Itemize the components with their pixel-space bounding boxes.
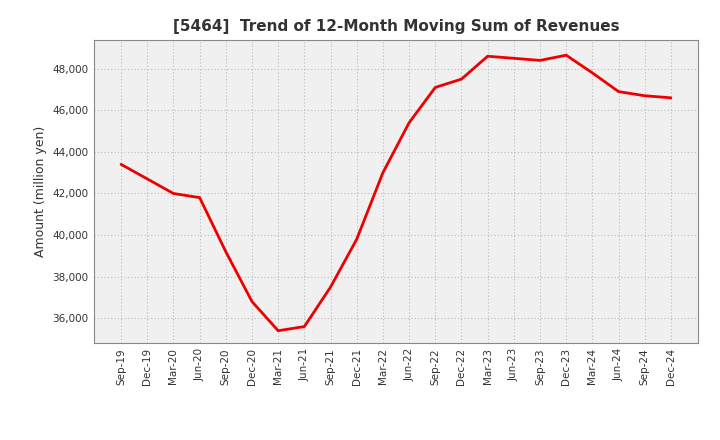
Title: [5464]  Trend of 12-Month Moving Sum of Revenues: [5464] Trend of 12-Month Moving Sum of R…: [173, 19, 619, 34]
Y-axis label: Amount (million yen): Amount (million yen): [34, 126, 47, 257]
